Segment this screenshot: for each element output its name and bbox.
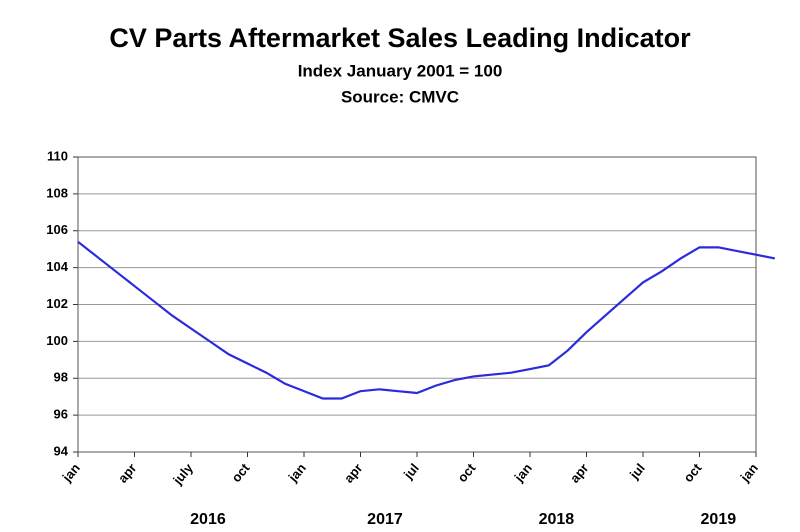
x-tick-label: apr [115, 460, 139, 485]
y-tick-label: 106 [46, 222, 68, 237]
x-tick-label: jul [400, 460, 422, 482]
data-line [77, 240, 776, 400]
x-tick-label: jul [626, 460, 648, 482]
chart-subtitle: Index January 2001 = 100 [298, 61, 503, 80]
y-tick-label: 108 [46, 185, 68, 200]
x-tick-label: oct [454, 460, 478, 485]
y-tick-label: 98 [54, 370, 68, 385]
year-label: 2019 [701, 511, 737, 528]
x-tick-label: jan [59, 460, 83, 485]
y-tick-label: 96 [54, 407, 68, 422]
year-label: 2018 [539, 511, 575, 528]
x-tick-label: oct [680, 460, 704, 485]
x-tick-label: oct [228, 460, 252, 485]
y-tick-label: 94 [54, 443, 69, 458]
x-tick-label: apr [341, 460, 365, 485]
x-tick-label: apr [567, 460, 591, 485]
x-tick-label: july [169, 460, 196, 488]
x-tick-label: jan [511, 460, 535, 485]
year-label: 2017 [367, 511, 403, 528]
y-tick-label: 102 [46, 296, 68, 311]
y-tick-label: 110 [47, 148, 68, 163]
chart-source: Source: CMVC [341, 87, 459, 106]
x-tick-label: jan [737, 460, 761, 485]
y-tick-label: 100 [46, 333, 68, 348]
y-tick-label: 104 [46, 259, 68, 274]
year-label: 2016 [190, 511, 226, 528]
x-tick-label: jan [285, 460, 309, 485]
chart-title: CV Parts Aftermarket Sales Leading Indic… [109, 23, 691, 53]
